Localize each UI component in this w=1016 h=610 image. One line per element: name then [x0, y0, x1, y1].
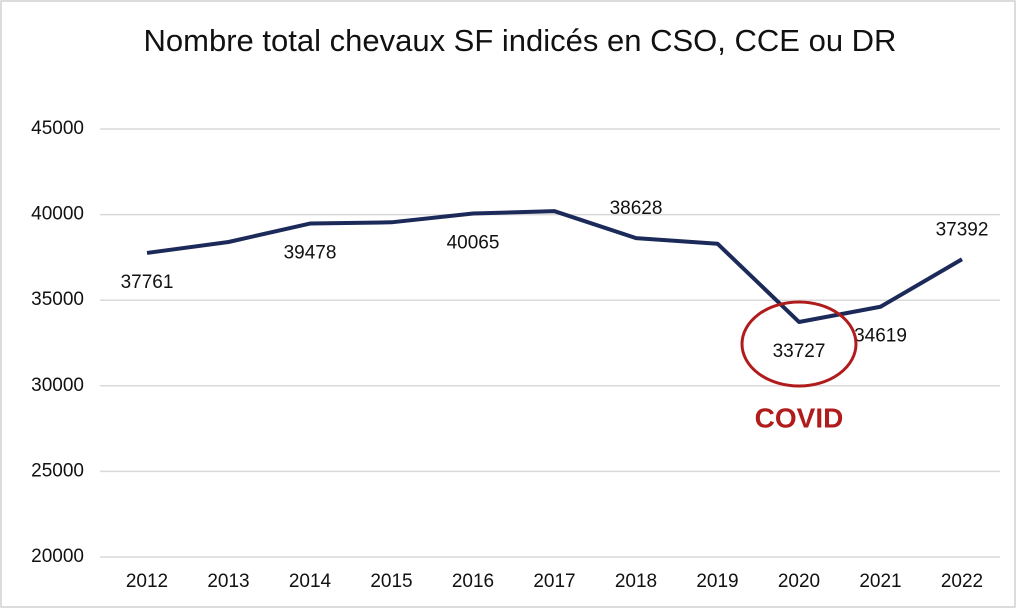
y-tick-label: 35000 [31, 289, 84, 310]
x-tick-label: 2019 [696, 571, 738, 592]
data-label: 34619 [854, 326, 907, 347]
data-label: 38628 [610, 198, 663, 219]
annotation-text: COVID [755, 402, 844, 433]
x-tick-label: 2015 [370, 571, 412, 592]
x-tick-label: 2020 [778, 571, 820, 592]
annotation-circle [740, 300, 858, 388]
x-tick-label: 2017 [533, 571, 575, 592]
y-tick-label: 20000 [31, 546, 84, 567]
x-tick-label: 2012 [126, 571, 168, 592]
x-tick-label: 2022 [941, 571, 983, 592]
y-tick-label: 30000 [31, 375, 84, 396]
y-tick-label: 40000 [31, 204, 84, 225]
data-label: 40065 [447, 233, 500, 254]
x-tick-label: 2018 [615, 571, 657, 592]
data-label: 33727 [773, 341, 826, 362]
x-tick-label: 2014 [289, 571, 332, 592]
x-tick-label: 2021 [859, 571, 901, 592]
data-label: 37761 [121, 272, 174, 293]
data-label: 39478 [284, 243, 337, 264]
y-tick-label: 45000 [31, 118, 84, 139]
data-label: 37392 [936, 219, 989, 240]
x-tick-label: 2013 [207, 571, 249, 592]
line [146, 209, 964, 324]
x-tick-label: 2016 [452, 571, 494, 592]
chart-title: Nombre total chevaux SF indicés en CSO, … [143, 23, 897, 58]
y-tick-label: 25000 [31, 460, 84, 481]
